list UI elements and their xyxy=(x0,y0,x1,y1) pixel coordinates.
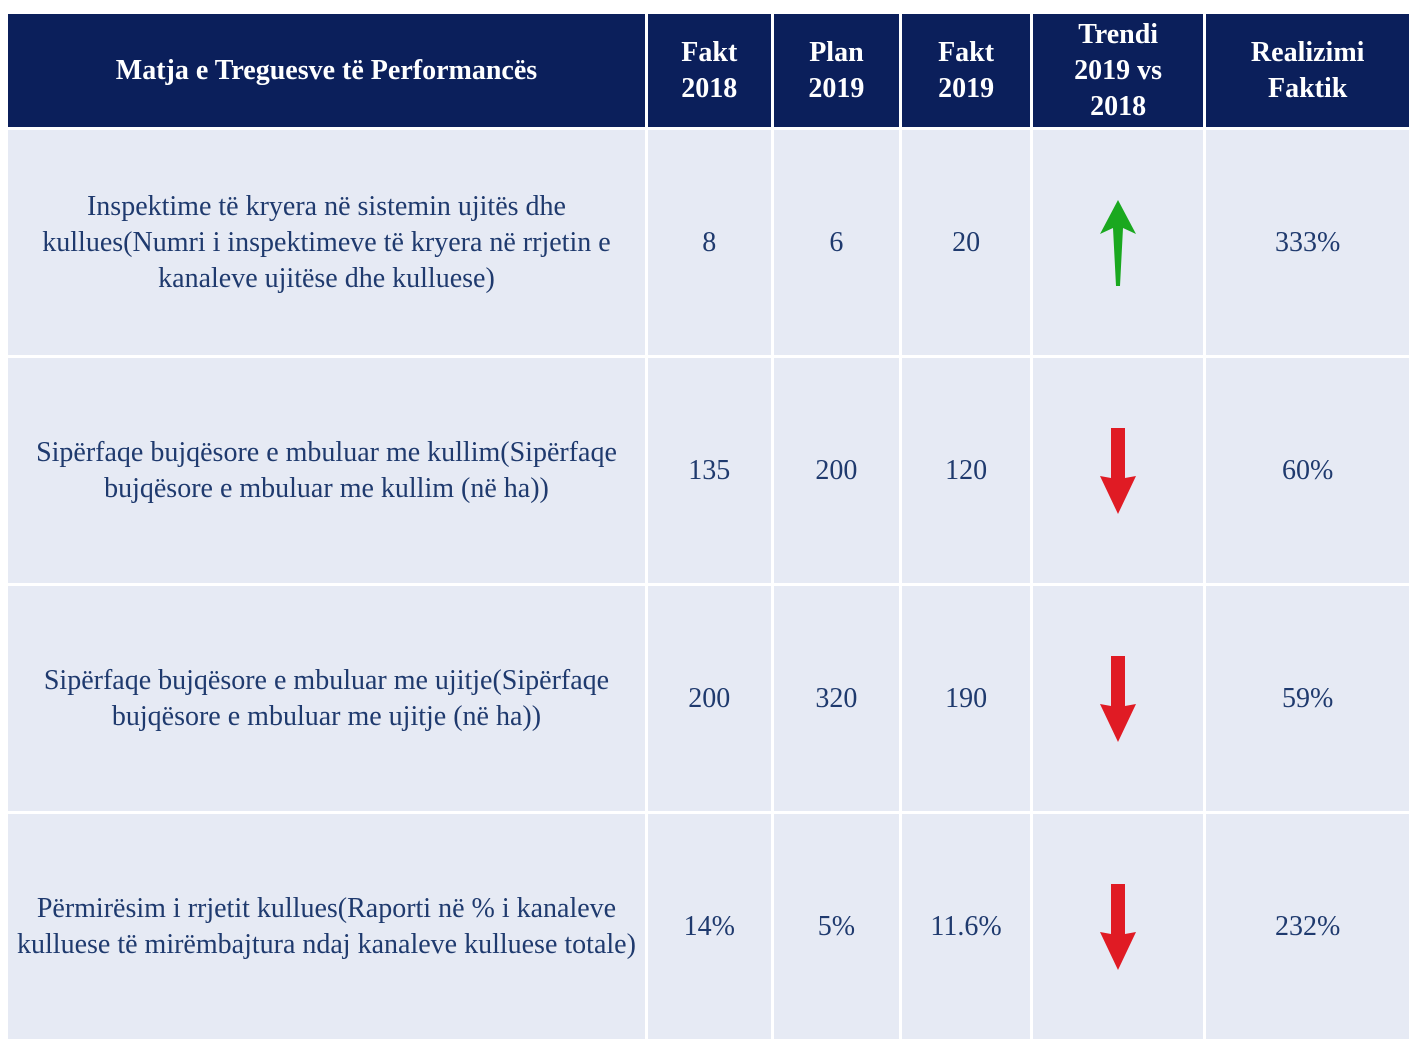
value-cell: 14% xyxy=(647,814,771,1039)
value-cell xyxy=(1032,358,1204,583)
value-text: 200 xyxy=(815,454,858,486)
header-text: Realizimi Faktik xyxy=(1250,36,1365,104)
arrow-shape xyxy=(1100,199,1137,286)
header-text: Plan 2019 xyxy=(808,36,865,104)
value-text: 8 xyxy=(702,226,717,258)
indicator-text: Sipërfaqe bujqësore e mbuluar me kullim(… xyxy=(36,436,617,504)
header-text: Fakt 2018 xyxy=(681,36,738,104)
indicator-text: Inspektime të kryera në sistemin ujitës … xyxy=(42,190,611,294)
arrow-shape xyxy=(1100,655,1137,742)
value-text: 11.6% xyxy=(930,910,1002,942)
value-cell: 320 xyxy=(773,586,900,811)
value-text: 232% xyxy=(1275,910,1341,942)
value-text: 5% xyxy=(817,910,856,942)
header-text: Fakt 2019 xyxy=(938,36,995,104)
value-cell: 200 xyxy=(773,358,900,583)
value-text: 6 xyxy=(829,226,844,258)
value-cell: 6 xyxy=(773,130,900,355)
indicator-text: Përmirësim i rrjetit kullues(Raporti në … xyxy=(17,892,636,960)
arrow-shape xyxy=(1100,427,1137,514)
value-text: 333% xyxy=(1275,226,1341,258)
value-text: 14% xyxy=(683,910,735,942)
header-row: Matja e Treguesve të Performancës Fakt 20… xyxy=(8,14,1409,127)
value-cell: 120 xyxy=(902,358,1030,583)
value-cell: 232% xyxy=(1206,814,1409,1039)
header-text: Trendi 2019 vs 2018 xyxy=(1074,18,1163,122)
table-body: Inspektime të kryera në sistemin ujitës … xyxy=(8,130,1409,1039)
performance-table: Matja e Treguesve të Performancës Fakt 20… xyxy=(5,11,1412,1042)
header-text: Matja e Treguesve të Performancës xyxy=(115,54,538,86)
arrow-shape xyxy=(1100,883,1137,970)
header-cell: Realizimi Faktik xyxy=(1206,14,1409,127)
value-text: 135 xyxy=(688,454,731,486)
value-cell: 333% xyxy=(1206,130,1409,355)
value-text: 60% xyxy=(1282,454,1334,486)
value-cell: 8 xyxy=(647,130,771,355)
header-cell: Plan 2019 xyxy=(773,14,900,127)
value-text: 120 xyxy=(945,454,988,486)
value-text: 190 xyxy=(945,682,988,714)
header-cell: Fakt 2018 xyxy=(647,14,771,127)
trend-arrow-down xyxy=(1100,883,1137,970)
header-cell: Trendi 2019 vs 2018 xyxy=(1032,14,1204,127)
value-text: 20 xyxy=(952,226,981,258)
indicator-cell: Sipërfaqe bujqësore e mbuluar me ujitje(… xyxy=(8,586,645,811)
value-cell xyxy=(1032,586,1204,811)
indicator-cell: Përmirësim i rrjetit kullues(Raporti në … xyxy=(8,814,645,1039)
value-text: 200 xyxy=(688,682,731,714)
indicator-cell: Inspektime të kryera në sistemin ujitës … xyxy=(8,130,645,355)
value-cell xyxy=(1032,814,1204,1039)
table-row: Sipërfaqe bujqësore e mbuluar me ujitje(… xyxy=(8,586,1409,811)
value-text: 320 xyxy=(815,682,858,714)
trend-arrow-down xyxy=(1100,427,1137,514)
value-cell: 200 xyxy=(647,586,771,811)
value-cell xyxy=(1032,130,1204,355)
value-cell: 190 xyxy=(902,586,1030,811)
table-row: Inspektime të kryera në sistemin ujitës … xyxy=(8,130,1409,355)
value-text: 59% xyxy=(1282,682,1334,714)
indicator-cell: Sipërfaqe bujqësore e mbuluar me kullim(… xyxy=(8,358,645,583)
value-cell: 5% xyxy=(773,814,900,1039)
trend-arrow-up xyxy=(1100,199,1137,286)
value-cell: 135 xyxy=(647,358,771,583)
indicator-text: Sipërfaqe bujqësore e mbuluar me ujitje(… xyxy=(43,664,610,732)
value-cell: 11.6% xyxy=(902,814,1030,1039)
value-cell: 60% xyxy=(1206,358,1409,583)
value-cell: 59% xyxy=(1206,586,1409,811)
value-cell: 20 xyxy=(902,130,1030,355)
table-row: Përmirësim i rrjetit kullues(Raporti në … xyxy=(8,814,1409,1039)
header-cell: Fakt 2019 xyxy=(902,14,1030,127)
header-cell: Matja e Treguesve të Performancës xyxy=(8,14,645,127)
trend-arrow-down xyxy=(1100,655,1137,742)
table-row: Sipërfaqe bujqësore e mbuluar me kullim(… xyxy=(8,358,1409,583)
